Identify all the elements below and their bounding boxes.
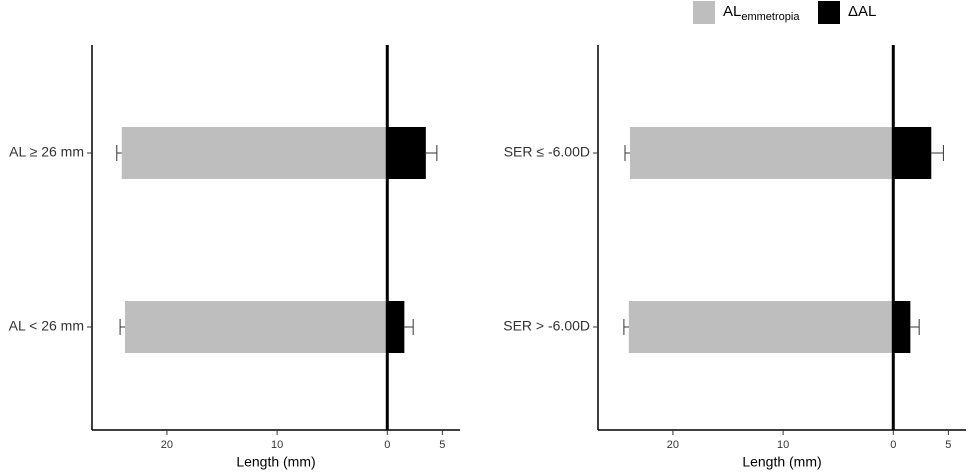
x-tick-label: 10 [777,439,789,451]
x-tick-label: 20 [667,439,679,451]
error-bar [404,319,414,335]
error-bar [116,145,122,161]
legend-label: ALemmetropia [723,3,800,23]
bar [629,127,894,179]
bar [125,301,388,353]
error-bar [931,145,944,161]
error-bar [623,319,629,335]
bar [628,301,894,353]
legend-label: ΔAL [848,3,876,20]
bar [893,301,911,353]
legend-swatch [818,1,840,24]
y-tick-label: SER > -6.00D [503,318,590,334]
legend-name: ΔAL [848,3,876,20]
x-tick-label: 5 [439,439,445,451]
error-bar [910,319,920,335]
x-axis-label: Length (mm) [742,454,821,470]
legend-name: AL [723,3,741,20]
x-tick-label: 10 [271,439,283,451]
x-tick-label: 0 [384,439,390,451]
error-bar [119,319,126,335]
bar [121,127,388,179]
error-bar [624,145,630,161]
legend-subscript: emmetropia [741,11,800,23]
bar [387,127,426,179]
x-tick-label: 0 [890,439,896,451]
x-axis-label: Length (mm) [236,454,315,470]
y-tick-label: AL < 26 mm [9,318,84,334]
legend-swatch [693,1,715,24]
x-tick-label: 5 [945,439,951,451]
y-tick-label: AL ≥ 26 mm [9,144,84,160]
bar [387,301,405,353]
y-tick-label: SER ≤ -6.00D [504,144,590,160]
bar [893,127,932,179]
error-bar [425,145,438,161]
x-tick-label: 20 [161,439,173,451]
